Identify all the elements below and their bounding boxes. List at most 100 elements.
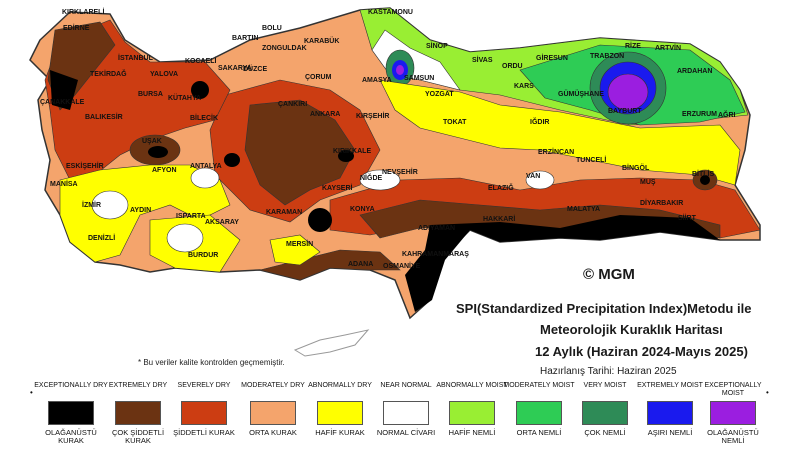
thrace-exceptional [50,70,78,110]
legend-item: SEVERELY DRY ŞİDDETLİ KURAK [167,382,241,437]
legend-swatch [115,401,161,425]
legend-en-label: ABNORMALLY DRY [308,382,372,389]
central-exceptional-2 [338,150,354,162]
legend-item: VERY MOIST ÇOK NEMLİ [568,382,642,437]
legend-bullet-right: • [766,388,769,397]
aegean-yellow [59,164,231,263]
legend-bullet-left: • [30,388,33,397]
city-labels: KIRKLARELİ EDİRNE İSTANBUL TEKİRDAĞ ÇANA… [40,8,736,270]
elazig-normal [525,170,555,190]
map-period: 12 Aylık (Haziran 2024-Mayıs 2025) [535,344,748,359]
city-label: KASTAMONU [368,9,413,16]
city-label: UŞAK [142,138,162,145]
city-label: YOZGAT [425,91,454,98]
city-label: OSMANİYE [383,262,421,270]
city-label: SİİRT [678,214,697,222]
city-label: GİRESUN [536,54,568,62]
city-label: MALATYA [567,206,600,213]
city-label: IĞDIR [530,117,549,126]
antalya-normal [166,223,204,253]
legend-en-label: ABNORMALLY MOIST [436,382,508,389]
city-label: DİYARBAKIR [640,199,683,207]
legend-tr-label: ORTA KURAK [249,428,297,437]
legend-en-label: EXTREMELY MOIST [637,382,703,389]
city-label: KIRKLARELİ [62,8,104,16]
mgm-logo: © MGM [583,266,635,283]
legend-swatch [647,401,693,425]
city-label: KOCAELİ [185,57,217,65]
bilecik-exceptional [191,81,209,99]
city-label: AYDIN [130,207,151,214]
city-label: ÇORUM [305,74,332,81]
city-label: ADIYAMAN [418,225,455,232]
legend: EXCEPTIONALLY DRY OLAĞANÜSTÜ KURAK EXTRE… [0,382,800,459]
samsun-exceptionally-moist [396,65,404,75]
kutahya-exceptional [148,146,168,158]
legend-item: EXCEPTIONALLY DRY OLAĞANÜSTÜ KURAK [34,382,108,445]
city-label: BAYBURT [608,108,642,115]
legend-en-label: EXTREMELY DRY [108,382,168,389]
legend-en-label: NEAR NORMAL [380,382,432,389]
legend-swatch [317,401,363,425]
legend-swatch [449,401,495,425]
legend-swatch [181,401,227,425]
city-label: SİNOP [426,42,448,50]
city-label: GÜMÜŞHANE [558,89,604,98]
legend-en-label: EXCEPTIONALLY MOIST [704,382,762,397]
city-label: KAYSERİ [322,184,353,192]
city-label: ARDAHAN [677,68,712,75]
city-label: BURDUR [188,252,218,259]
southeast-exceptional [405,215,720,312]
legend-en-label: VERY MOIST [583,382,627,389]
city-label: AKSARAY [205,219,239,226]
city-label: ISPARTA [176,213,206,220]
legend-item: MODERATELY MOIST ORTA NEMLİ [502,382,576,437]
legend-swatch [710,401,756,425]
legend-swatch [516,401,562,425]
legend-tr-label: ÇOK NEMLİ [584,428,626,437]
city-label: SAMSUN [404,75,434,82]
city-label: KARABÜK [304,36,339,45]
quality-note: * Bu veriler kalite kontrolden geçmemişt… [138,358,285,367]
city-label: KIRIKKALE [333,148,371,155]
legend-en-label: EXCEPTIONALLY DRY [34,382,108,389]
city-label: DENİZLİ [88,234,115,242]
city-label: MUŞ [640,179,656,186]
city-label: AMASYA [362,77,392,84]
legend-item: NEAR NORMAL NORMAL CİVARI [369,382,443,437]
city-label: ANKARA [310,111,340,118]
city-label: ESKİŞEHİR [66,162,104,170]
city-label: DÜZCE [243,64,267,73]
legend-swatch [383,401,429,425]
city-label: SAKARYA [218,65,252,72]
city-label: BOLU [262,25,282,32]
city-label: ELAZIĞ [488,183,514,192]
legend-item: EXTREMELY MOIST AŞIRI NEMLİ [633,382,707,437]
central-exceptional-1 [224,153,240,167]
legend-item: MODERATELY DRY ORTA KURAK [236,382,310,437]
city-label: NİĞDE [360,173,383,182]
map-subtitle: Meteorolojik Kuraklık Haritası [540,322,723,337]
city-label: BİTLİS [692,170,714,178]
city-label: ADANA [348,261,373,268]
erzurum-exceptionally-moist [607,73,649,111]
city-label: NEVŞEHİR [382,168,418,176]
central-extreme [244,99,356,206]
city-label: TOKAT [443,119,467,126]
city-label: ERZİNCAN [538,148,574,156]
city-label: TEKİRDAĞ [90,69,127,78]
city-label: VAN [526,173,540,180]
city-label: ORDU [502,63,523,70]
legend-tr-label: NORMAL CİVARI [376,428,436,437]
afyon-normal [190,167,220,189]
legend-tr-label: ŞİDDETLİ KURAK [173,428,235,437]
city-label: KAHRAMANMARAŞ [402,251,469,258]
karaman-yellow [269,234,321,266]
legend-tr-label: AŞIRI NEMLİ [647,428,693,437]
kayseri-normal [359,169,401,191]
legend-tr-label: ÇOK ŞİDDETLİ KURAK [111,428,165,445]
legend-item: ABNORMALLY DRY HAFİF KURAK [303,382,377,437]
legend-swatch [582,401,628,425]
city-label: SİVAS [472,56,493,64]
